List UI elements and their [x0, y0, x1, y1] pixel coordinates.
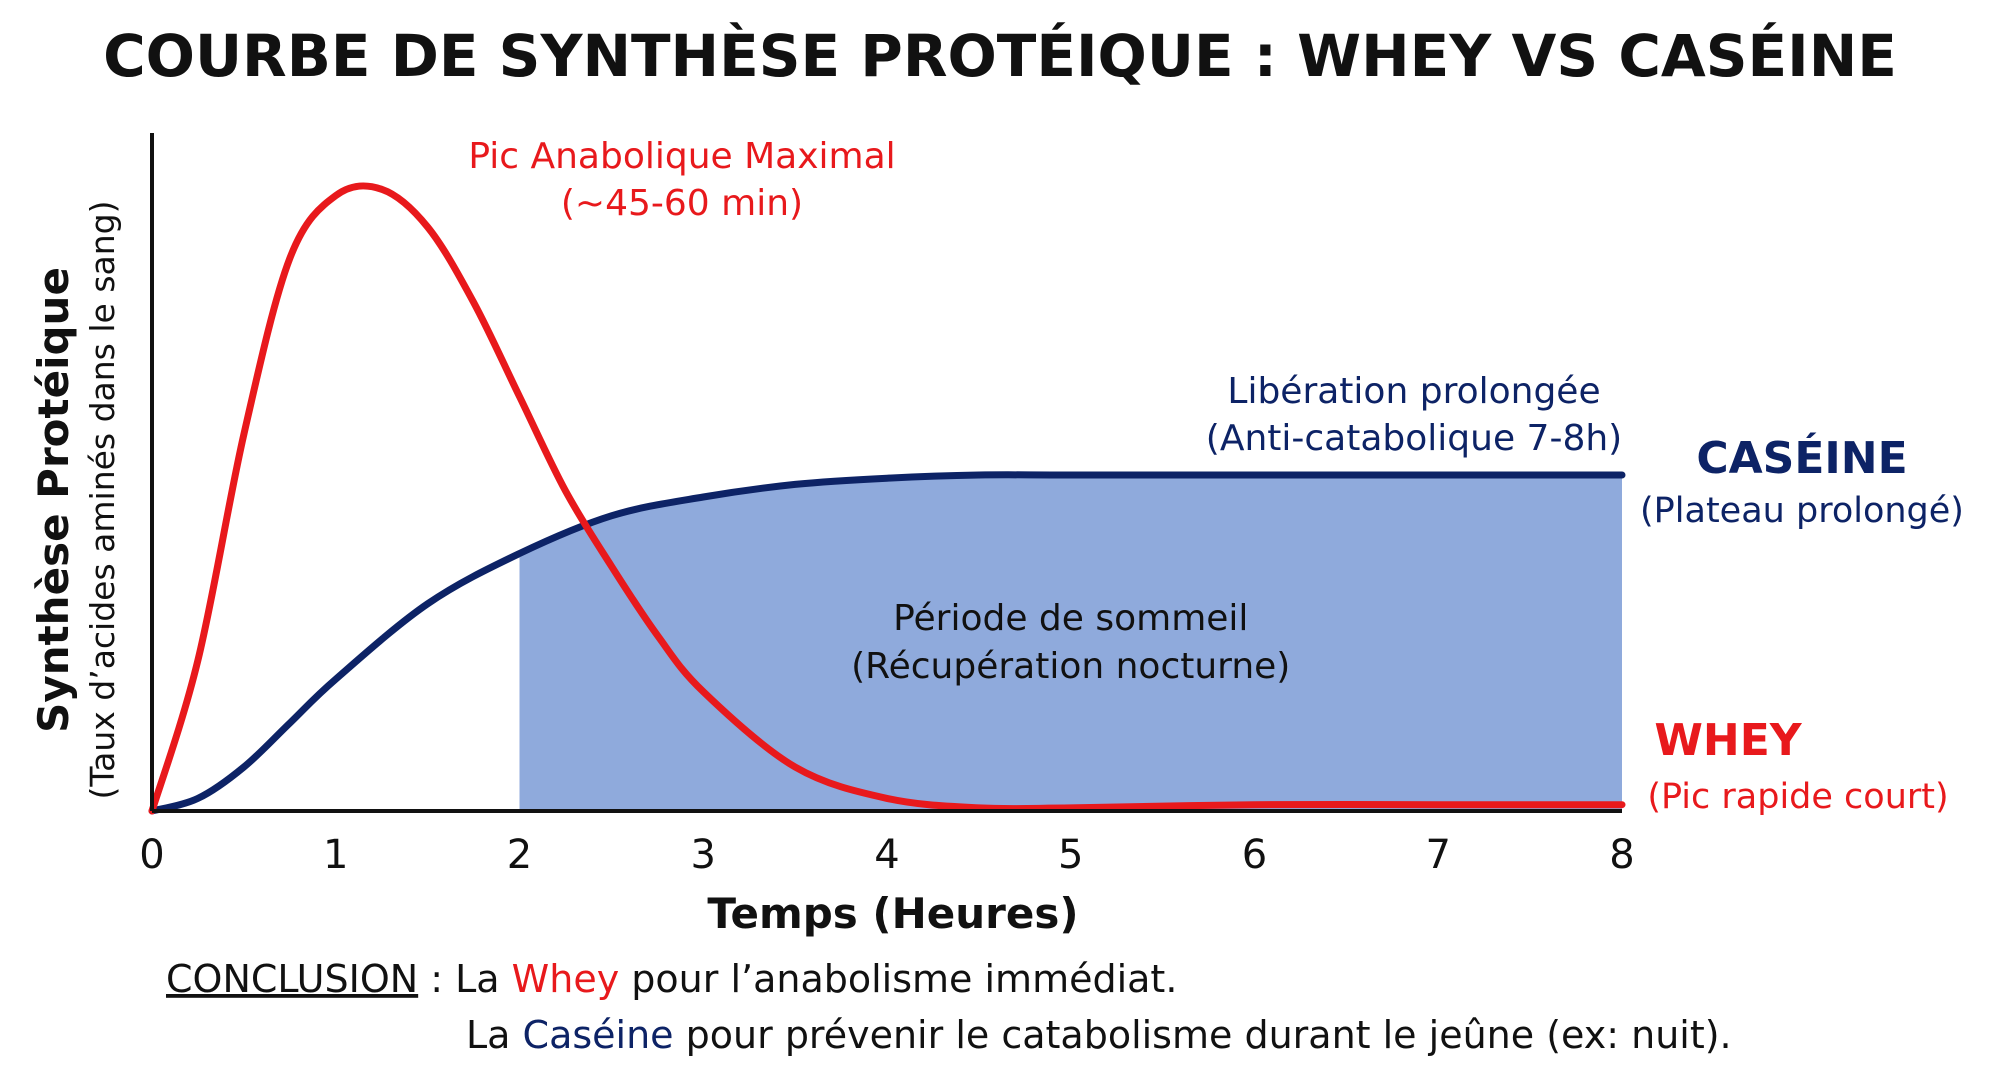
x-tick-label: 4	[874, 832, 899, 878]
conclusion-line2-rest: pour prévenir le catabolisme durant le j…	[674, 1013, 1732, 1057]
sleep-period-region	[519, 475, 1622, 811]
x-tick-label: 5	[1058, 832, 1083, 878]
x-tick-label: 1	[323, 832, 348, 878]
x-tick-label: 8	[1609, 832, 1634, 878]
chart-title: COURBE DE SYNTHÈSE PROTÉIQUE : WHEY VS C…	[103, 21, 1897, 90]
legend-whey-name: WHEY	[1654, 715, 1802, 766]
release-annotation-title: Libération prolongée	[1227, 371, 1600, 412]
conclusion-caseine-highlight: Caséine	[523, 1013, 674, 1057]
conclusion-line-1: CONCLUSION : La Whey pour l’anabolisme i…	[166, 957, 1177, 1001]
peak-annotation-title: Pic Anabolique Maximal	[468, 136, 895, 177]
y-axis-label: Synthèse Protéique	[29, 267, 78, 733]
x-axis-label: Temps (Heures)	[707, 889, 1078, 938]
conclusion-whey-highlight: Whey	[512, 957, 620, 1001]
conclusion-label: CONCLUSION	[166, 957, 418, 1001]
sleep-period-sublabel: (Récupération nocturne)	[851, 646, 1290, 687]
legend-caseine-name: CASÉINE	[1696, 431, 1907, 484]
y-axis-sublabel: (Taux d’acides aminés dans le sang)	[83, 201, 122, 800]
release-annotation-detail: (Anti-catabolique 7-8h)	[1206, 418, 1622, 459]
x-tick-label: 3	[691, 832, 716, 878]
series-line-whey	[148, 182, 1626, 815]
conclusion-line-2: La Caséine pour prévenir le catabolisme …	[466, 1013, 1732, 1057]
conclusion-separator: : La	[418, 957, 512, 1001]
x-tick-label: 6	[1242, 832, 1267, 878]
legend-caseine-description: (Plateau prolongé)	[1640, 491, 1964, 531]
sleep-period-label: Période de sommeil	[893, 598, 1248, 639]
conclusion-line2-prefix: La	[466, 1013, 523, 1057]
legend-whey-description: (Pic rapide court)	[1647, 777, 1948, 817]
conclusion-line1-rest: pour l’anabolisme immédiat.	[619, 957, 1177, 1001]
series-line-caseine	[148, 471, 1626, 815]
x-tick-label: 2	[507, 832, 532, 878]
x-tick-label: 0	[139, 832, 164, 878]
x-tick-labels: 0 1 2 3 4 5 6 7 8	[139, 832, 1634, 878]
peak-annotation-detail: (~45-60 min)	[561, 183, 803, 224]
x-tick-label: 7	[1426, 832, 1451, 878]
